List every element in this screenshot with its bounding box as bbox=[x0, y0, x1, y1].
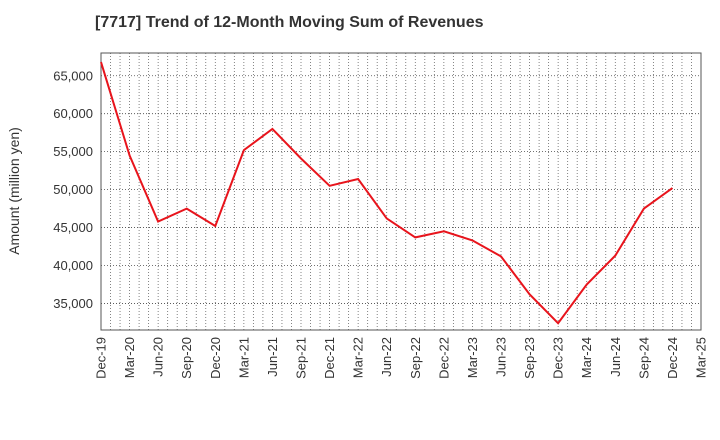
x-tick-label: Dec-21 bbox=[322, 337, 337, 379]
y-tick-label: 40,000 bbox=[53, 258, 93, 273]
x-tick-label: Jun-20 bbox=[151, 337, 166, 377]
chart-title: [7717] Trend of 12-Month Moving Sum of R… bbox=[95, 14, 484, 31]
x-tick-label: Sep-24 bbox=[636, 337, 651, 379]
x-tick-label: Sep-23 bbox=[522, 337, 537, 379]
x-tick-label: Sep-21 bbox=[294, 337, 309, 379]
x-tick-label: Dec-24 bbox=[665, 337, 680, 379]
x-tick-label: Jun-23 bbox=[494, 337, 509, 377]
x-tick-label: Jun-24 bbox=[608, 337, 623, 377]
x-tick-label: Mar-23 bbox=[465, 337, 480, 378]
grid-layer bbox=[101, 53, 701, 330]
x-tick-label: Sep-20 bbox=[179, 337, 194, 379]
x-tick-label: Mar-24 bbox=[579, 337, 594, 378]
x-tick-label: Dec-22 bbox=[436, 337, 451, 379]
series-line bbox=[100, 61, 673, 325]
x-tick-label: Dec-23 bbox=[551, 337, 566, 379]
y-tick-label: 60,000 bbox=[53, 106, 93, 121]
x-tick-label: Mar-22 bbox=[351, 337, 366, 378]
x-tick-label: Jun-22 bbox=[379, 337, 394, 377]
x-tick-label: Mar-25 bbox=[694, 337, 709, 378]
plot-frame bbox=[100, 52, 702, 331]
y-tick-label: 55,000 bbox=[53, 144, 93, 159]
x-tick-label: Sep-22 bbox=[408, 337, 423, 379]
x-tick-label: Dec-20 bbox=[208, 337, 223, 379]
y-tick-label: 35,000 bbox=[53, 296, 93, 311]
x-axis-ticks: Dec-19 Mar-20 Jun-20 Sep-20 Dec-20 Mar-21 Jun-… bbox=[94, 337, 709, 379]
x-tick-label: Dec-19 bbox=[94, 337, 109, 379]
x-tick-label: Mar-20 bbox=[122, 337, 137, 378]
y-tick-label: 50,000 bbox=[53, 182, 93, 197]
y-tick-label: 45,000 bbox=[53, 220, 93, 235]
x-tick-label: Jun-21 bbox=[265, 337, 280, 377]
x-tick-label: Mar-21 bbox=[236, 337, 251, 378]
y-axis-label: Amount (million yen) bbox=[6, 127, 22, 255]
y-axis-ticks: 35,000 40,000 45,000 50,000 55,000 60,000 65,0… bbox=[53, 68, 93, 311]
y-tick-label: 65,000 bbox=[53, 68, 93, 83]
